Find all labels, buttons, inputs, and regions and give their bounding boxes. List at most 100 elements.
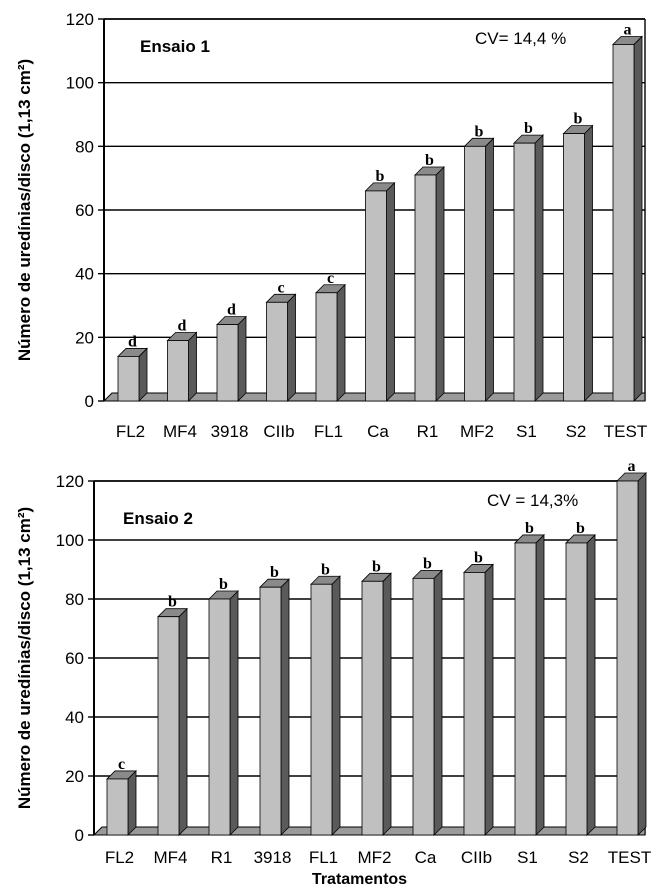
x-tick-label: S1 bbox=[516, 422, 537, 441]
x-tick-label: FL1 bbox=[314, 422, 343, 441]
bar bbox=[616, 480, 639, 836]
significance-letter: b bbox=[475, 123, 484, 140]
y-tick-label: 80 bbox=[75, 137, 94, 156]
x-tick-label: FL1 bbox=[309, 848, 338, 867]
bar bbox=[463, 572, 486, 836]
significance-letter: d bbox=[227, 302, 236, 319]
significance-letter: c bbox=[327, 270, 334, 287]
bar-side bbox=[229, 590, 239, 836]
bar bbox=[157, 616, 180, 836]
x-tick-label: CIIb bbox=[263, 422, 294, 441]
chart-ensaio-2: 0 20 40 60 80 100 120 c FL2 b MF4 b R1 b 3918 b FL1 b MF2 b… bbox=[15, 458, 651, 888]
bar-side bbox=[382, 572, 392, 836]
bar-side bbox=[433, 569, 443, 836]
x-tick-label: R1 bbox=[211, 848, 233, 867]
x-tick-label: CIIb bbox=[461, 848, 492, 867]
x-tick-label: Ca bbox=[367, 422, 389, 441]
bar-side bbox=[435, 166, 445, 402]
x-tick-label: FL2 bbox=[116, 422, 145, 441]
significance-letter: b bbox=[423, 555, 432, 572]
y-axis-label: Número de uredínias/disco (1,13 cm²) bbox=[15, 507, 34, 809]
significance-letter: b bbox=[574, 111, 583, 128]
bar-side bbox=[534, 134, 544, 402]
y-tick-label: 20 bbox=[65, 767, 84, 786]
bar bbox=[266, 301, 288, 402]
bar bbox=[167, 340, 189, 402]
bar bbox=[412, 577, 435, 836]
y-axis-label: Número de uredínias/disco (1,13 cm²) bbox=[15, 59, 34, 361]
significance-letter: d bbox=[178, 318, 187, 335]
bar bbox=[563, 133, 585, 402]
bar-side bbox=[586, 533, 596, 836]
y-tick-label: 0 bbox=[75, 826, 84, 845]
bar-side bbox=[188, 331, 197, 402]
y-tick-label: 40 bbox=[65, 708, 84, 727]
significance-letter: b bbox=[524, 120, 533, 137]
significance-letter: a bbox=[628, 458, 636, 475]
bar-side bbox=[535, 533, 545, 836]
significance-letter: b bbox=[525, 520, 534, 537]
significance-letter: d bbox=[128, 333, 137, 350]
significance-letter: b bbox=[270, 564, 279, 581]
bar-side bbox=[178, 607, 188, 836]
cv-annotation: CV= 14,4 % bbox=[475, 29, 566, 48]
x-tick-label: MF2 bbox=[358, 848, 392, 867]
bar bbox=[208, 598, 231, 836]
bar bbox=[365, 190, 387, 402]
x-tick-label: MF4 bbox=[154, 848, 188, 867]
significance-letter: b bbox=[576, 520, 585, 537]
significance-letter: b bbox=[372, 558, 381, 575]
bar bbox=[315, 292, 338, 402]
chart-ensaio-1: 0 20 40 60 80 100 120 d FL2 d MF4 d 3918 c CIIb c FL1 b Ca… bbox=[15, 10, 647, 441]
bar bbox=[117, 356, 140, 402]
bar bbox=[464, 145, 486, 402]
bar bbox=[216, 324, 239, 402]
significance-letter: c bbox=[118, 756, 125, 773]
bar-side bbox=[237, 315, 247, 402]
x-tick-label: MF2 bbox=[460, 422, 494, 441]
bar-side bbox=[485, 137, 494, 402]
bar-side bbox=[138, 347, 148, 402]
significance-letter: c bbox=[277, 279, 284, 296]
significance-letter: a bbox=[624, 21, 632, 38]
y-tick-label: 80 bbox=[65, 590, 84, 609]
bar-side bbox=[484, 563, 494, 836]
x-tick-label: 3918 bbox=[254, 848, 292, 867]
y-tick-label: 60 bbox=[75, 201, 94, 220]
x-tick-label: FL2 bbox=[105, 848, 134, 867]
x-tick-label: TEST bbox=[604, 422, 647, 441]
x-tick-label: Ca bbox=[415, 848, 437, 867]
y-tick-label: 120 bbox=[56, 472, 84, 491]
significance-letter: b bbox=[321, 561, 330, 578]
y-tick-label: 20 bbox=[75, 328, 94, 347]
x-tick-label: S2 bbox=[568, 848, 589, 867]
y-tick-label: 100 bbox=[56, 531, 84, 550]
x-axis-label: Tratamentos bbox=[312, 871, 407, 888]
y-tick-label: 100 bbox=[66, 74, 94, 93]
significance-letter: b bbox=[376, 168, 385, 185]
bar-side bbox=[386, 181, 395, 402]
x-tick-label: 3918 bbox=[211, 422, 249, 441]
bar bbox=[414, 174, 437, 402]
y-tick-label: 0 bbox=[85, 392, 94, 411]
bar-side bbox=[331, 575, 341, 836]
chart-title: Ensaio 1 bbox=[140, 37, 210, 56]
bar-side bbox=[287, 293, 296, 402]
significance-letter: b bbox=[219, 576, 228, 593]
bar-side bbox=[127, 769, 137, 836]
bar bbox=[310, 583, 333, 836]
x-tick-label: S1 bbox=[517, 848, 538, 867]
bar-side bbox=[637, 472, 647, 836]
bar bbox=[361, 580, 384, 836]
bar bbox=[612, 44, 635, 402]
significance-letter: b bbox=[425, 152, 434, 169]
bar bbox=[106, 778, 129, 836]
y-tick-label: 120 bbox=[66, 10, 94, 29]
bar bbox=[514, 542, 537, 836]
x-tick-label: R1 bbox=[417, 422, 439, 441]
significance-letter: b bbox=[168, 594, 177, 611]
bar bbox=[513, 142, 536, 402]
bar-side bbox=[633, 35, 643, 402]
bar-side bbox=[584, 124, 593, 402]
